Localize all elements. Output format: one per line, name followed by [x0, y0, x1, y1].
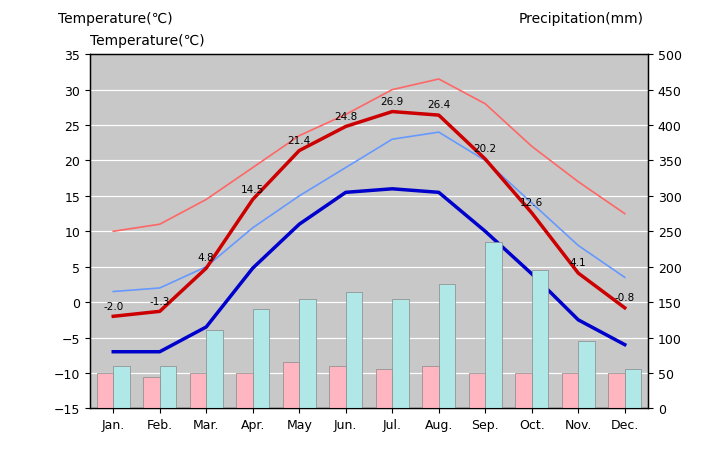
Text: 24.8: 24.8 — [334, 112, 357, 122]
Bar — [608, 373, 625, 409]
Text: Temperature(℃): Temperature(℃) — [58, 12, 172, 26]
Text: 26.9: 26.9 — [381, 97, 404, 106]
Bar — [346, 292, 362, 409]
Bar — [423, 366, 438, 409]
Text: 4.1: 4.1 — [570, 258, 587, 268]
Bar — [160, 366, 176, 409]
Text: Temperature(℃): Temperature(℃) — [90, 34, 204, 47]
Bar — [376, 369, 392, 409]
Bar — [97, 373, 113, 409]
Text: 14.5: 14.5 — [241, 185, 264, 194]
Bar — [485, 242, 502, 409]
Bar — [190, 373, 206, 409]
Bar — [330, 366, 346, 409]
Bar — [143, 377, 160, 409]
Text: -0.8: -0.8 — [615, 292, 635, 302]
Bar — [562, 373, 578, 409]
Bar — [300, 299, 315, 409]
Text: 26.4: 26.4 — [427, 100, 451, 110]
Bar — [532, 271, 548, 409]
Bar — [469, 373, 485, 409]
Bar — [236, 373, 253, 409]
Bar — [625, 369, 641, 409]
Bar — [392, 299, 408, 409]
Text: 4.8: 4.8 — [198, 253, 215, 263]
Text: -2.0: -2.0 — [103, 301, 123, 311]
Text: -1.3: -1.3 — [150, 296, 170, 306]
Bar — [438, 285, 455, 409]
Bar — [516, 373, 532, 409]
Text: 20.2: 20.2 — [474, 144, 497, 154]
Text: 21.4: 21.4 — [287, 135, 311, 146]
Bar — [113, 366, 130, 409]
Bar — [206, 331, 222, 409]
Text: Precipitation(mm): Precipitation(mm) — [518, 12, 644, 26]
Bar — [253, 309, 269, 409]
Bar — [283, 363, 300, 409]
Text: 12.6: 12.6 — [520, 198, 544, 208]
Bar — [578, 341, 595, 409]
